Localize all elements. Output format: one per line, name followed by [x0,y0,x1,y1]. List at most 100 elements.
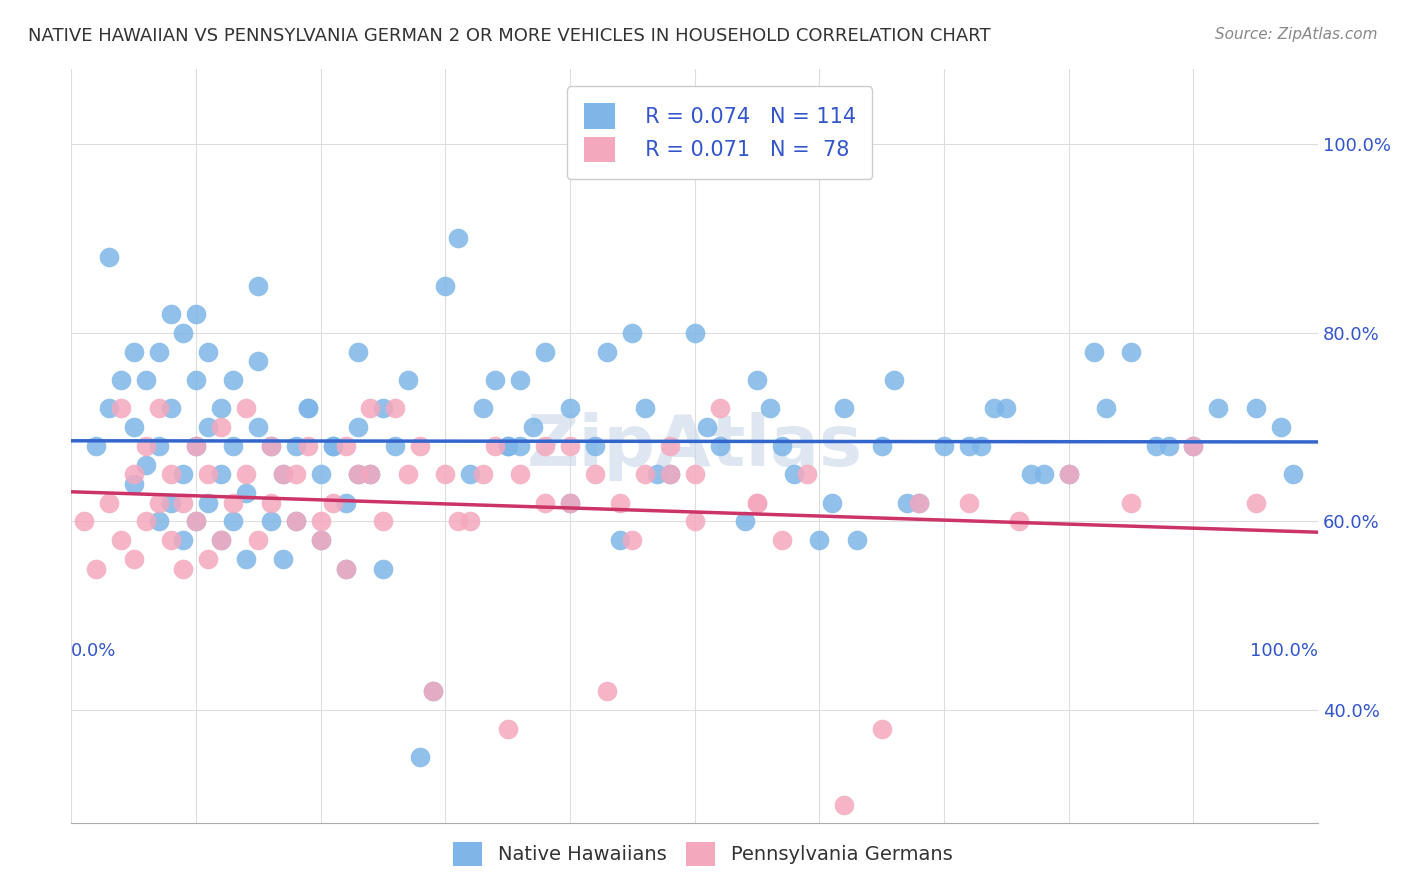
Native Hawaiians [160,495,183,509]
Native Hawaiians [135,458,157,472]
Native Hawaiians [172,467,194,482]
Native Hawaiians [122,420,145,434]
Native Hawaiians [883,373,905,387]
Native Hawaiians [309,533,332,548]
Pennsylvania Germans [247,533,270,548]
Native Hawaiians [97,401,120,416]
Native Hawaiians [683,326,706,340]
Native Hawaiians [371,562,394,576]
Native Hawaiians [834,401,856,416]
Pennsylvania Germans [534,495,557,509]
Pennsylvania Germans [870,722,893,736]
Native Hawaiians [148,344,170,359]
Native Hawaiians [658,467,681,482]
Pennsylvania Germans [222,495,245,509]
Native Hawaiians [1270,420,1292,434]
Native Hawaiians [645,467,668,482]
Native Hawaiians [709,439,731,453]
Pennsylvania Germans [209,533,232,548]
Native Hawaiians [609,533,631,548]
Pennsylvania Germans [745,495,768,509]
Pennsylvania Germans [309,515,332,529]
Native Hawaiians [371,401,394,416]
Native Hawaiians [184,439,207,453]
Native Hawaiians [347,420,370,434]
Native Hawaiians [160,401,183,416]
Pennsylvania Germans [634,467,657,482]
Pennsylvania Germans [209,420,232,434]
Native Hawaiians [396,373,419,387]
Pennsylvania Germans [834,797,856,812]
Native Hawaiians [122,344,145,359]
Native Hawaiians [235,552,257,566]
Text: Source: ZipAtlas.com: Source: ZipAtlas.com [1215,27,1378,42]
Pennsylvania Germans [172,495,194,509]
Native Hawaiians [271,467,294,482]
Text: NATIVE HAWAIIAN VS PENNSYLVANIA GERMAN 2 OR MORE VEHICLES IN HOUSEHOLD CORRELATI: NATIVE HAWAIIAN VS PENNSYLVANIA GERMAN 2… [28,27,991,45]
Pennsylvania Germans [583,467,606,482]
Native Hawaiians [932,439,955,453]
Text: 0.0%: 0.0% [72,642,117,660]
Pennsylvania Germans [621,533,644,548]
Native Hawaiians [583,439,606,453]
Native Hawaiians [509,373,531,387]
Pennsylvania Germans [135,515,157,529]
Native Hawaiians [271,552,294,566]
Pennsylvania Germans [197,467,219,482]
Native Hawaiians [360,467,382,482]
Native Hawaiians [322,439,344,453]
Native Hawaiians [347,344,370,359]
Pennsylvania Germans [1244,495,1267,509]
Pennsylvania Germans [558,495,581,509]
Native Hawaiians [458,467,481,482]
Native Hawaiians [335,495,357,509]
Native Hawaiians [970,439,993,453]
Pennsylvania Germans [534,439,557,453]
Pennsylvania Germans [609,495,631,509]
Pennsylvania Germans [658,467,681,482]
Pennsylvania Germans [84,562,107,576]
Native Hawaiians [1157,439,1180,453]
Native Hawaiians [808,533,831,548]
Native Hawaiians [260,439,283,453]
Native Hawaiians [1057,467,1080,482]
Pennsylvania Germans [347,467,370,482]
Native Hawaiians [172,533,194,548]
Native Hawaiians [983,401,1005,416]
Native Hawaiians [821,495,844,509]
Pennsylvania Germans [135,439,157,453]
Native Hawaiians [534,344,557,359]
Native Hawaiians [558,495,581,509]
Native Hawaiians [335,562,357,576]
Pennsylvania Germans [260,495,283,509]
Native Hawaiians [322,439,344,453]
Native Hawaiians [247,278,270,293]
Native Hawaiians [870,439,893,453]
Native Hawaiians [160,307,183,321]
Native Hawaiians [197,344,219,359]
Pennsylvania Germans [184,515,207,529]
Pennsylvania Germans [184,439,207,453]
Native Hawaiians [1244,401,1267,416]
Pennsylvania Germans [796,467,818,482]
Native Hawaiians [558,401,581,416]
Native Hawaiians [384,439,406,453]
Native Hawaiians [222,373,245,387]
Legend: Native Hawaiians, Pennsylvania Germans: Native Hawaiians, Pennsylvania Germans [446,834,960,873]
Pennsylvania Germans [1008,515,1031,529]
Native Hawaiians [197,495,219,509]
Pennsylvania Germans [235,467,257,482]
Pennsylvania Germans [683,515,706,529]
Pennsylvania Germans [260,439,283,453]
Pennsylvania Germans [384,401,406,416]
Native Hawaiians [1144,439,1167,453]
Native Hawaiians [309,467,332,482]
Native Hawaiians [247,420,270,434]
Native Hawaiians [297,401,319,416]
Native Hawaiians [770,439,793,453]
Native Hawaiians [97,250,120,264]
Native Hawaiians [235,486,257,500]
Pennsylvania Germans [322,495,344,509]
Native Hawaiians [247,354,270,368]
Native Hawaiians [734,515,756,529]
